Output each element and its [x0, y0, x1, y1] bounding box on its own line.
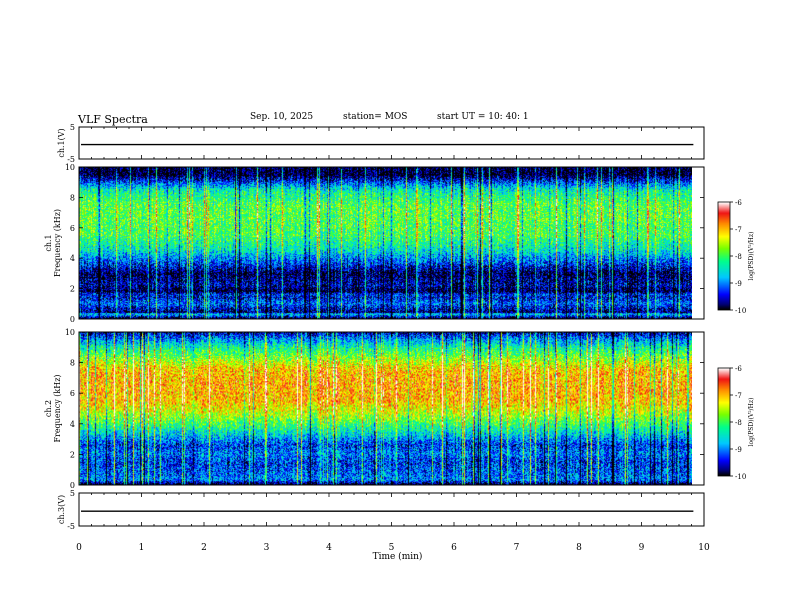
start-time-label: start UT = 10: 40: 1 — [437, 112, 529, 122]
ch2-spectrogram-image — [79, 332, 692, 485]
y-tick-label: 10 — [65, 328, 75, 337]
y-axis-label-line: ch.2 — [44, 400, 53, 417]
x-tick-label: 0 — [76, 543, 82, 553]
y-axis-label: ch.2Frequency (kHz) — [44, 374, 62, 442]
x-tick-label: 9 — [639, 543, 645, 553]
colorbar-tick-label: -6 — [735, 365, 742, 373]
y-axis-label: ch.3(V) — [57, 495, 66, 524]
y-tick-label: 8 — [70, 193, 75, 202]
x-tick-label: 5 — [389, 543, 395, 553]
station-label: station= MOS — [343, 112, 408, 122]
x-tick-label: 7 — [514, 543, 520, 553]
colorbar-tick-label: -6 — [735, 199, 742, 207]
figure-title: VLF Spectra — [78, 113, 148, 126]
colorbar-tick-label: -8 — [735, 253, 742, 261]
y-axis-label-line: Frequency (kHz) — [53, 374, 62, 442]
colorbar-tick-label: -8 — [735, 419, 742, 427]
y-tick-label: 2 — [70, 450, 75, 459]
y-tick-label: 6 — [70, 224, 75, 233]
y-tick-label: 0 — [70, 315, 75, 324]
y-tick-label: 10 — [65, 163, 75, 172]
x-tick-label: 3 — [264, 543, 270, 553]
colorbar-1-image — [718, 202, 730, 310]
ch1-spectrogram-image — [79, 167, 692, 319]
y-axis-label-line: ch.3(V) — [57, 495, 66, 524]
y-tick-label: 8 — [70, 359, 75, 368]
y-axis-label: ch.1(V) — [57, 128, 66, 157]
y-axis-label: ch.1Frequency (kHz) — [44, 209, 62, 277]
x-tick-label: 8 — [576, 543, 582, 553]
y-tick-label: -5 — [67, 522, 75, 531]
colorbar-tick-label: -9 — [735, 446, 742, 454]
colorbar-label: log(PSD)(V²/Hz) — [748, 398, 755, 447]
y-axis-label-line: ch.1 — [44, 234, 53, 251]
x-tick-label: 2 — [201, 543, 207, 553]
y-tick-label: 4 — [70, 254, 75, 263]
colorbar-tick-label: -7 — [735, 226, 742, 234]
colorbar-2-image — [718, 368, 730, 476]
panel-frame — [78, 492, 705, 527]
y-tick-label: 5 — [70, 123, 75, 132]
x-tick-label: 6 — [451, 543, 457, 553]
y-axis-label-line: Frequency (kHz) — [53, 209, 62, 277]
y-tick-label: -5 — [67, 155, 75, 164]
x-tick-label: 10 — [698, 543, 710, 553]
y-tick-label: 6 — [70, 389, 75, 398]
colorbar-label: log(PSD)(V²/Hz) — [748, 232, 755, 281]
panel-frame — [78, 126, 705, 160]
x-tick-label: 4 — [326, 543, 332, 553]
y-axis-label-line: ch.1(V) — [57, 128, 66, 157]
colorbar-tick-label: -7 — [735, 392, 742, 400]
y-tick-label: 4 — [70, 420, 75, 429]
colorbar-tick-label: -10 — [735, 307, 746, 315]
x-tick-label: 1 — [139, 543, 145, 553]
colorbar-tick-label: -9 — [735, 280, 742, 288]
y-tick-label: 5 — [70, 489, 75, 498]
y-tick-label: 2 — [70, 285, 75, 294]
colorbar-tick-label: -10 — [735, 473, 746, 481]
date-label: Sep. 10, 2025 — [250, 112, 314, 122]
x-axis-label: Time (min) — [373, 551, 423, 562]
y-tick-label: 0 — [70, 481, 75, 490]
